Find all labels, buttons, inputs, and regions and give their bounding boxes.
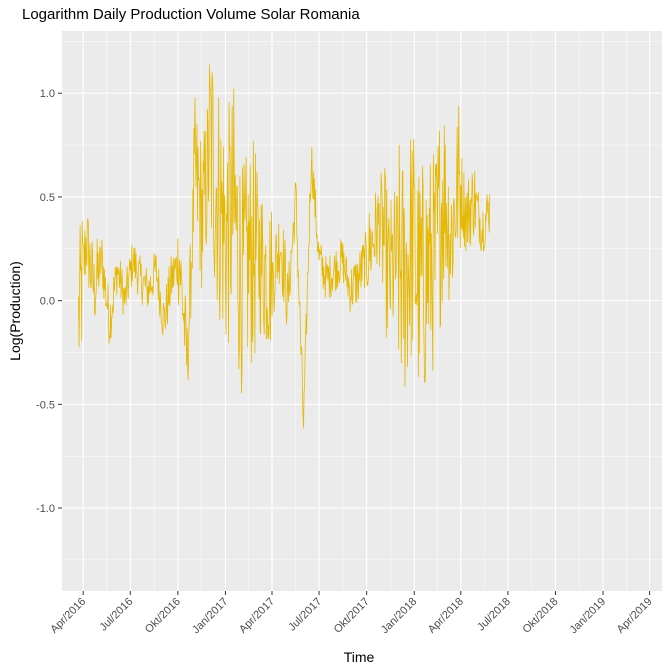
x-tick-label: Okt/2017 xyxy=(332,596,372,636)
x-tick-label: Okt/2016 xyxy=(143,596,183,636)
x-tick-label: Jan/2017 xyxy=(190,596,230,636)
y-tick-label: -0.5 xyxy=(36,399,55,411)
x-tick-label: Jul/2018 xyxy=(475,596,513,634)
grid-major xyxy=(62,31,662,591)
grid-minor xyxy=(62,31,662,591)
x-tick-label: Jan/2018 xyxy=(379,596,419,636)
y-axis-tick-labels: -1.0 -0.5 0.0 0.5 1.0 xyxy=(36,88,55,515)
x-axis-title: Time xyxy=(344,649,375,665)
x-tick-label: Jul/2017 xyxy=(286,596,324,634)
plot-panel xyxy=(62,31,662,591)
x-axis-tick-labels: Apr/2016 Jul/2016 Okt/2016 Jan/2017 Apr/2017… xyxy=(48,596,654,636)
x-tick-label: Jul/2016 xyxy=(98,596,136,634)
x-tick-label: Apr/2018 xyxy=(426,596,466,636)
x-tick-label: Okt/2018 xyxy=(521,596,561,636)
data-layer xyxy=(78,64,491,429)
axis-ticks xyxy=(58,92,651,595)
y-tick-label: 0.5 xyxy=(40,192,55,204)
y-tick-label: 1.0 xyxy=(40,88,55,100)
x-tick-label: Apr/2017 xyxy=(237,596,277,636)
x-tick-label: Apr/2019 xyxy=(615,596,655,636)
chart-title: Logarithm Daily Production Volume Solar … xyxy=(22,6,360,23)
y-axis-title: Log(Production) xyxy=(7,261,23,361)
y-tick-label: -1.0 xyxy=(36,503,55,515)
y-tick-label: 0.0 xyxy=(40,296,55,308)
series-line xyxy=(78,64,491,429)
x-tick-label: Jan/2019 xyxy=(568,596,608,636)
x-tick-label: Apr/2016 xyxy=(48,596,88,636)
